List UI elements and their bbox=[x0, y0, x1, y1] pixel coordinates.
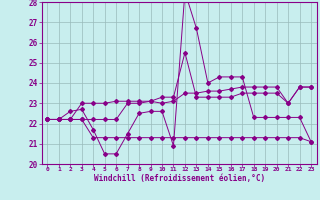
X-axis label: Windchill (Refroidissement éolien,°C): Windchill (Refroidissement éolien,°C) bbox=[94, 174, 265, 183]
